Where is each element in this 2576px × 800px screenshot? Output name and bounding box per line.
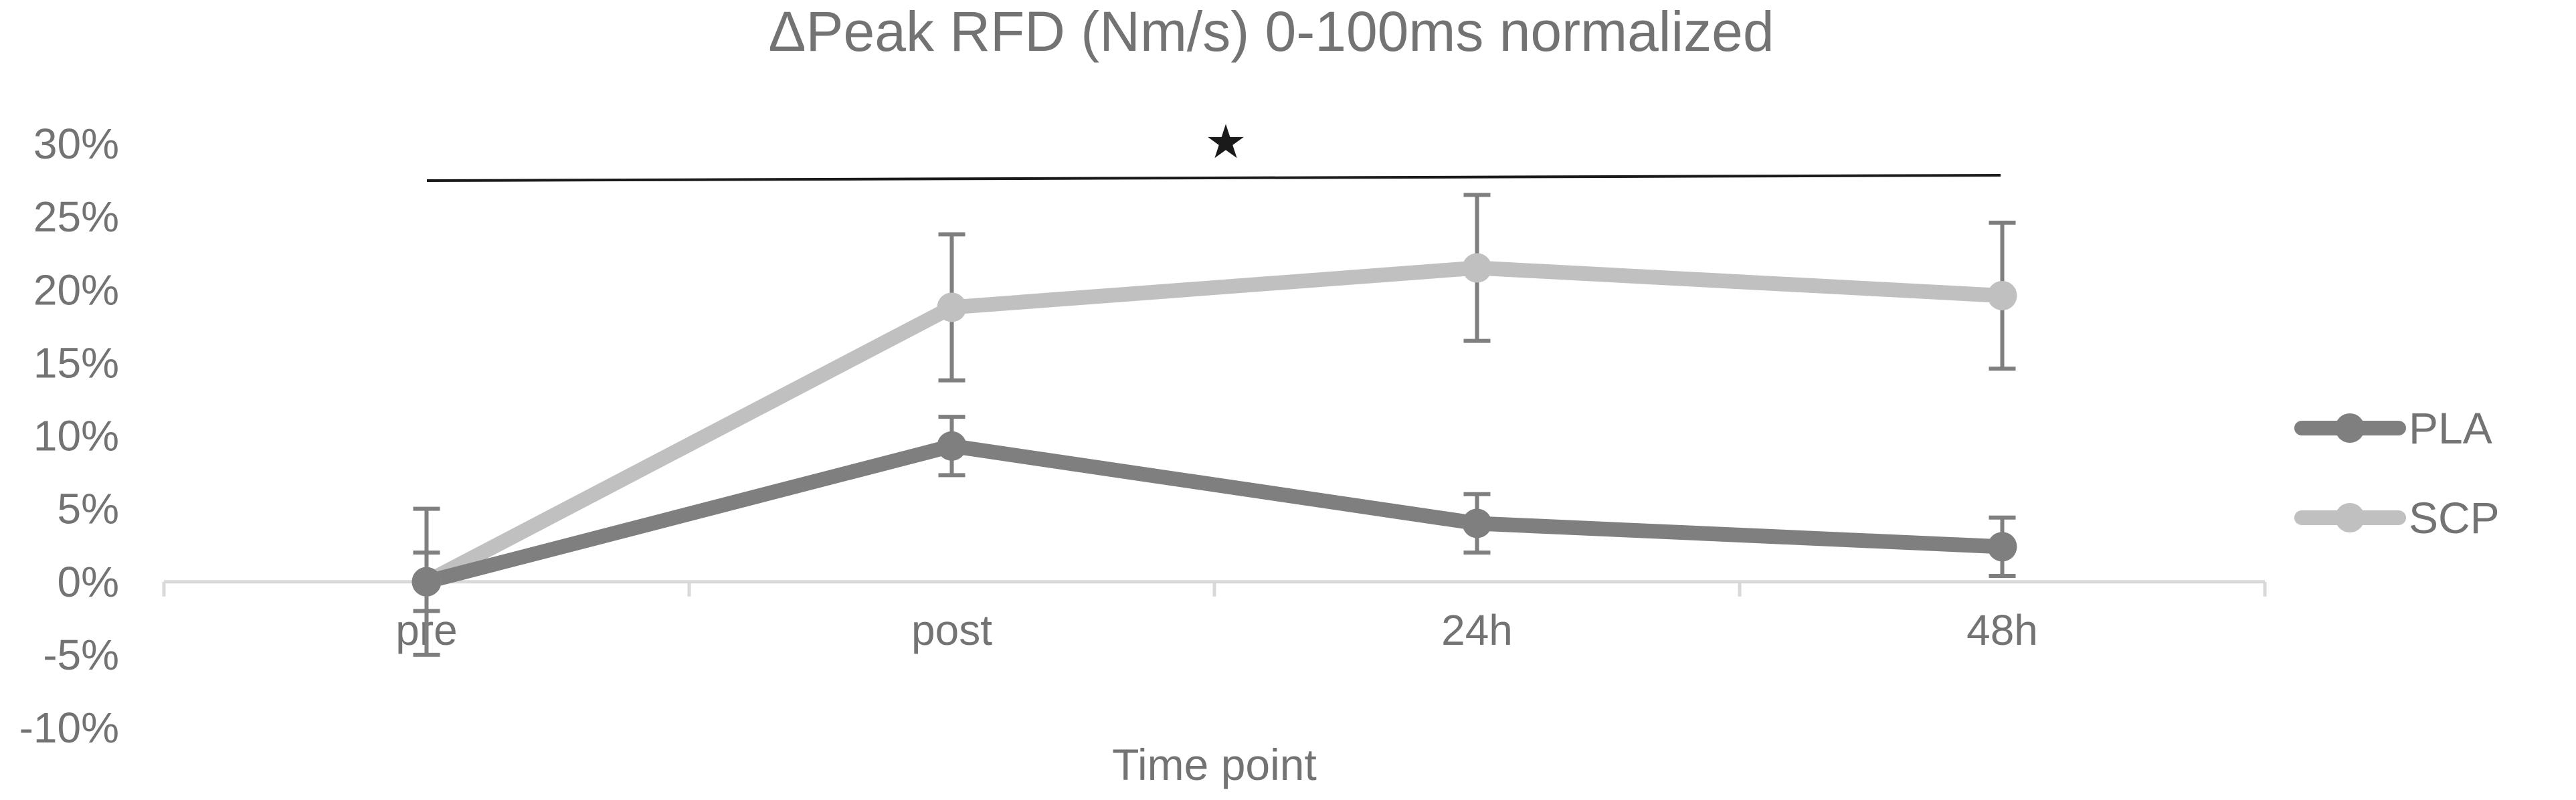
y-tick-label: 5% bbox=[58, 485, 120, 533]
significance-line bbox=[426, 174, 2001, 182]
data-point bbox=[1462, 508, 1492, 538]
y-tick-label: -5% bbox=[43, 631, 119, 679]
legend-item-pla: PLA bbox=[2294, 403, 2492, 453]
series-pla bbox=[419, 438, 2010, 589]
legend-label: SCP bbox=[2409, 493, 2500, 542]
y-tick-label: 0% bbox=[58, 558, 120, 606]
y-tick-label: -10% bbox=[19, 704, 119, 752]
y-tick-label: 20% bbox=[33, 266, 119, 314]
error-bars-scp bbox=[413, 193, 2016, 613]
data-point bbox=[1987, 280, 2017, 310]
legend-item-scp: SCP bbox=[2294, 493, 2500, 542]
data-point bbox=[937, 292, 967, 322]
y-tick-label: 30% bbox=[33, 120, 119, 168]
legend-label: PLA bbox=[2409, 403, 2492, 453]
y-tick-label: 10% bbox=[33, 412, 119, 460]
significance-star: ★ bbox=[1205, 114, 1247, 169]
markers-pla bbox=[411, 431, 2017, 597]
series-scp bbox=[419, 260, 2010, 589]
series-line-pla bbox=[419, 438, 2010, 589]
x-axis bbox=[162, 580, 2267, 597]
data-point bbox=[1987, 532, 2017, 562]
data-point bbox=[937, 431, 967, 461]
legend: PLA SCP bbox=[2294, 403, 2500, 542]
legend-swatch-marker bbox=[2335, 503, 2365, 532]
data-point bbox=[411, 567, 442, 597]
series-layer bbox=[411, 193, 2017, 657]
y-tick-label: 25% bbox=[33, 193, 119, 241]
y-axis-ticks: 30% 25% 20% 15% 10% 5% 0% -5% -10% bbox=[19, 120, 119, 752]
x-axis-ticks: pre post 24h 48h bbox=[395, 606, 2038, 654]
x-tick-label: post bbox=[911, 606, 992, 654]
x-tick-label: 24h bbox=[1441, 606, 1513, 654]
markers-scp bbox=[411, 253, 2017, 597]
x-tick-label: 48h bbox=[1966, 606, 2038, 654]
x-axis-title: Time point bbox=[1112, 740, 1317, 789]
y-tick-label: 15% bbox=[33, 338, 119, 387]
data-point bbox=[1462, 253, 1492, 283]
chart-title: ΔPeak RFD (Nm/s) 0-100ms normalized bbox=[768, 0, 1774, 63]
significance-annotation: ★ bbox=[426, 114, 2001, 182]
series-line-scp bbox=[419, 260, 2010, 589]
legend-swatch-marker bbox=[2335, 413, 2365, 443]
